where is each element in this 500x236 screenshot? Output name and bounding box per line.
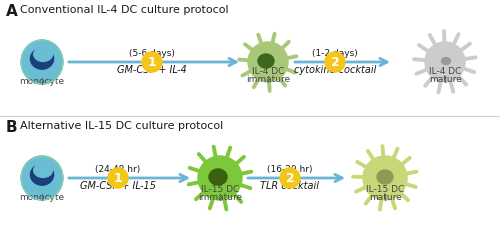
Text: Conventional IL-4 DC culture protocol: Conventional IL-4 DC culture protocol <box>20 5 229 15</box>
Text: GM-CSF + IL-15: GM-CSF + IL-15 <box>80 181 156 191</box>
Ellipse shape <box>34 47 52 61</box>
Text: B: B <box>6 120 18 135</box>
Circle shape <box>425 42 465 82</box>
Text: GM-CSF + IL-4: GM-CSF + IL-4 <box>117 65 187 75</box>
Text: mature: mature <box>428 75 462 84</box>
Text: (16-20 hr): (16-20 hr) <box>267 165 313 174</box>
Ellipse shape <box>209 169 227 185</box>
Text: IL-4 DC: IL-4 DC <box>429 67 461 76</box>
Text: cytokine cocktail: cytokine cocktail <box>294 65 376 75</box>
Ellipse shape <box>21 156 63 200</box>
Text: IL-15 DC: IL-15 DC <box>201 185 239 194</box>
Ellipse shape <box>21 40 63 84</box>
Ellipse shape <box>442 58 450 64</box>
Text: immature: immature <box>246 75 290 84</box>
Ellipse shape <box>258 54 274 68</box>
Circle shape <box>142 52 162 72</box>
Text: IL-4 DC: IL-4 DC <box>252 67 284 76</box>
Text: monocyte: monocyte <box>20 77 64 86</box>
Text: monocyte: monocyte <box>20 193 64 202</box>
Ellipse shape <box>30 48 54 69</box>
Ellipse shape <box>377 170 393 184</box>
Text: 2: 2 <box>286 172 294 185</box>
Text: (1-2 days): (1-2 days) <box>312 49 358 58</box>
Ellipse shape <box>30 164 54 185</box>
Circle shape <box>280 168 300 188</box>
Ellipse shape <box>34 163 52 177</box>
Circle shape <box>108 168 128 188</box>
Text: (24-48 hr): (24-48 hr) <box>96 165 140 174</box>
Text: 1: 1 <box>114 172 122 185</box>
Circle shape <box>325 52 345 72</box>
Text: IL-15 DC: IL-15 DC <box>366 185 404 194</box>
Circle shape <box>248 42 288 82</box>
Text: 2: 2 <box>330 55 340 68</box>
Text: mature: mature <box>368 193 402 202</box>
Text: immature: immature <box>198 193 242 202</box>
Circle shape <box>198 156 242 200</box>
Text: 1: 1 <box>148 55 156 68</box>
Text: TLR cocktail: TLR cocktail <box>260 181 320 191</box>
Circle shape <box>363 156 407 200</box>
Text: Alternative IL-15 DC culture protocol: Alternative IL-15 DC culture protocol <box>20 121 223 131</box>
Text: (5-6 days): (5-6 days) <box>129 49 175 58</box>
Text: A: A <box>6 4 18 19</box>
